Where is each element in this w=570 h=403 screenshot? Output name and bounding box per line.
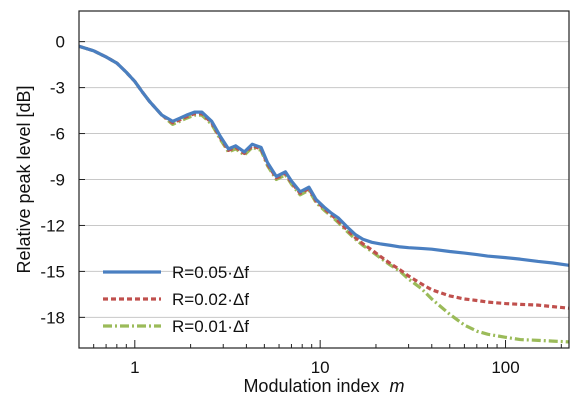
x-tick-label: 10 [311, 358, 330, 377]
series-line [78, 44, 570, 344]
series-line [78, 44, 570, 310]
y-tick-label: -18 [40, 308, 65, 327]
legend-label: R=0.05·Δf [172, 263, 249, 282]
y-tick-label: -9 [50, 171, 65, 190]
x-tick-label: 1 [130, 358, 139, 377]
axis-ticks: 0 -3 -6 -9 -12 -15 -18 1 10 100 [40, 33, 562, 377]
legend-label: R=0.01·Δf [172, 317, 249, 336]
y-tick-label: -12 [40, 216, 65, 235]
legend-label: R=0.02·Δf [172, 290, 249, 309]
x-tick-label: 100 [491, 358, 519, 377]
y-tick-label: -3 [50, 79, 65, 98]
y-tick-label: 0 [56, 33, 65, 52]
x-axis-title-text: Modulation index [243, 376, 379, 396]
y-axis-title: Relative peak level [dB] [14, 85, 34, 273]
y-tick-label: -15 [40, 262, 65, 281]
x-axis-title: Modulation index m [243, 376, 404, 396]
series-line [78, 44, 570, 267]
grid-lines [79, 41, 569, 318]
y-tick-label: -6 [50, 125, 65, 144]
legend: R=0.05·Δf R=0.02·Δf R=0.01·Δf [103, 263, 249, 336]
x-axis-title-var: m [390, 376, 405, 396]
series-lines [78, 44, 570, 344]
